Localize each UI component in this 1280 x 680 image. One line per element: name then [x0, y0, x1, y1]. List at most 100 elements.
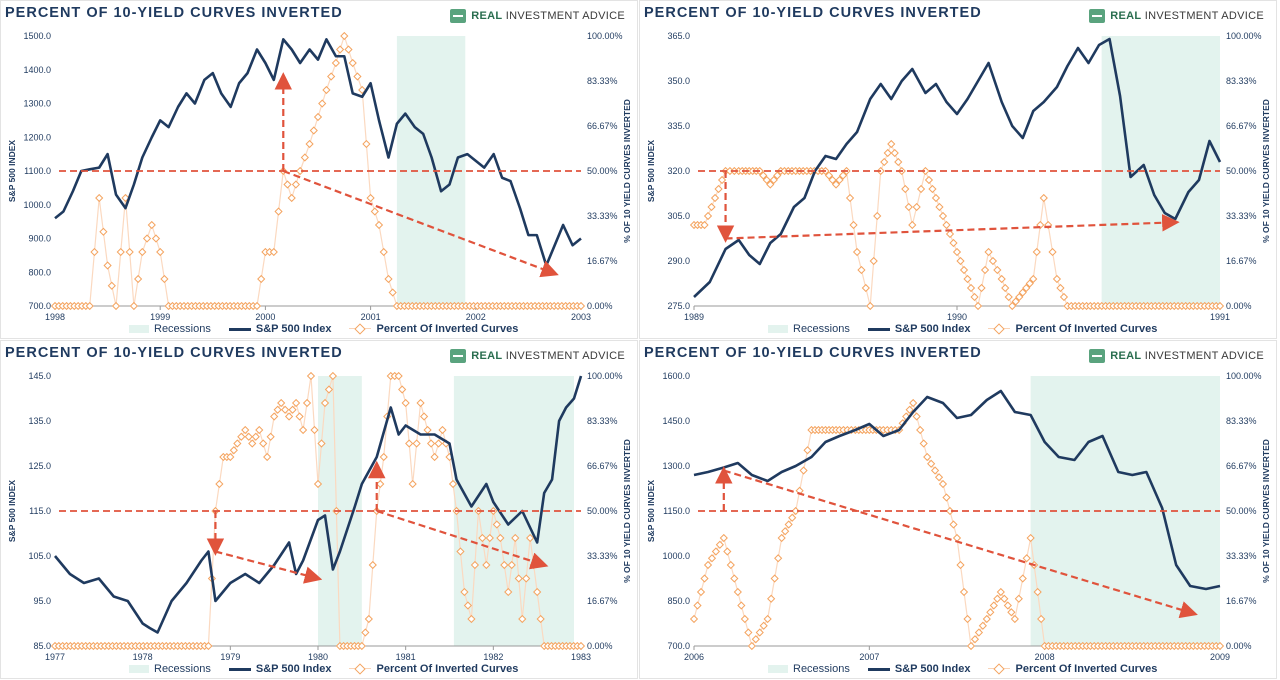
inverted-point: [362, 139, 371, 149]
y2-tick-label: 0.00%: [587, 641, 613, 651]
y2-tick-label: 50.00%: [587, 506, 618, 516]
y2-tick-label: 16.67%: [587, 596, 618, 606]
inverted-point: [353, 72, 362, 81]
inverted-point: [984, 247, 993, 257]
inverted-point: [1022, 283, 1031, 293]
inverted-point: [125, 247, 134, 257]
inverted-point: [700, 574, 709, 583]
brand-logo: REAL INVESTMENT ADVICE: [450, 349, 625, 363]
inverted-point: [784, 520, 793, 529]
inverted-point: [324, 385, 334, 394]
inverted-point: [309, 126, 318, 135]
inverted-point: [398, 385, 407, 394]
x-tick-label: 1979: [220, 652, 240, 662]
inverted-point: [993, 265, 1002, 275]
annotation-arrow: [376, 509, 549, 570]
inverted-point: [116, 247, 125, 257]
y-tick-label: 1600.0: [662, 371, 690, 381]
inverted-point: [251, 432, 260, 441]
inverted-point: [274, 207, 283, 216]
inverted-point: [1039, 193, 1048, 203]
inverted-point: [824, 171, 834, 180]
inverted-point: [714, 184, 723, 194]
y2-tick-label: 83.33%: [587, 76, 618, 86]
inverted-point: [901, 184, 910, 194]
inverted-point: [288, 405, 297, 414]
chart-legend: Recessions S&P 500 Index Percent Of Inve…: [768, 663, 1157, 675]
inverted-point: [919, 439, 928, 448]
inverted-point: [1010, 614, 1019, 624]
inverted-point: [379, 247, 388, 257]
y-tick-label: 1200.0: [23, 132, 51, 142]
inverted-point: [434, 439, 443, 448]
inverted-point: [977, 283, 986, 293]
y-tick-label: 700.0: [667, 641, 690, 651]
rising-chart-icon: [450, 9, 467, 23]
y-tick-label: 1000.0: [23, 200, 51, 210]
x-tick-label: 1980: [308, 652, 328, 662]
inverted-point: [229, 446, 238, 455]
chart-title: PERCENT OF 10-YIELD CURVES INVERTED: [644, 345, 982, 361]
inverted-point: [287, 193, 296, 203]
inverted-point: [344, 45, 353, 54]
x-tick-label: 2008: [1035, 652, 1055, 662]
y2-tick-label: 66.67%: [587, 121, 618, 131]
y2-tick-label: 16.67%: [587, 256, 618, 266]
inverted-point: [696, 587, 706, 597]
inverted-point: [1052, 274, 1062, 284]
inverted-point: [233, 439, 242, 448]
chart-svg: 275.0 290.0 305.0 320.0 335.0 350.0 365.0 0.00%…: [646, 31, 1271, 322]
inverted-point: [482, 560, 491, 570]
inverted-point: [916, 425, 925, 435]
y-tick-label: 275.0: [667, 301, 690, 311]
inverted-point: [204, 641, 213, 651]
inverted-point: [959, 587, 969, 597]
inverted-point: [259, 439, 268, 448]
inverted-point: [883, 148, 892, 158]
series-sp500-line: [693, 389, 1221, 591]
inverted-point: [111, 301, 121, 311]
inverted-point: [215, 479, 224, 489]
inverted-point: [430, 452, 439, 462]
y-tick-label: 350.0: [667, 76, 690, 86]
y2-tick-label: 33.33%: [587, 551, 618, 561]
inverted-point: [774, 554, 783, 563]
inverted-point: [949, 238, 958, 248]
y2-tick-label: 83.33%: [1226, 416, 1257, 426]
y-tick-label: 1400.0: [23, 65, 51, 75]
y2-tick-label: 0.00%: [1226, 641, 1252, 651]
inverted-point: [707, 554, 717, 563]
inverted-point: [730, 574, 739, 583]
y2-tick-label: 83.33%: [1226, 76, 1257, 86]
inverted-point: [518, 614, 527, 624]
inverted-point: [576, 301, 586, 311]
x-tick-label: 2009: [1210, 652, 1230, 662]
inverted-point: [966, 641, 976, 651]
inverted-point: [340, 31, 349, 41]
inverted-point: [766, 180, 775, 189]
annotation-arrow: [215, 550, 323, 584]
inverted-point: [703, 211, 713, 221]
inverted-point: [744, 628, 753, 637]
inverted-point: [1004, 292, 1013, 302]
inverted-point: [890, 148, 899, 158]
y-tick-label: 290.0: [667, 256, 690, 266]
y-tick-label: 95.0: [33, 596, 51, 606]
inverted-point: [313, 112, 323, 122]
inverted-point: [924, 175, 934, 185]
y2-tick-label: 66.67%: [587, 461, 618, 471]
brand-name: REAL INVESTMENT ADVICE: [1110, 10, 1264, 22]
inverted-point: [849, 220, 858, 230]
rising-chart-icon: [1089, 349, 1106, 363]
inverted-point: [1022, 554, 1031, 563]
inverted-point: [777, 533, 786, 543]
inverted-point: [791, 506, 800, 516]
inverted-point: [298, 425, 308, 435]
inverted-point: [710, 193, 720, 203]
inverted-point: [737, 601, 746, 610]
inverted-point: [894, 157, 903, 167]
inverted-point: [423, 425, 432, 435]
inverted-point: [982, 614, 991, 624]
inverted-point: [467, 614, 476, 624]
inverted-point: [788, 513, 797, 522]
